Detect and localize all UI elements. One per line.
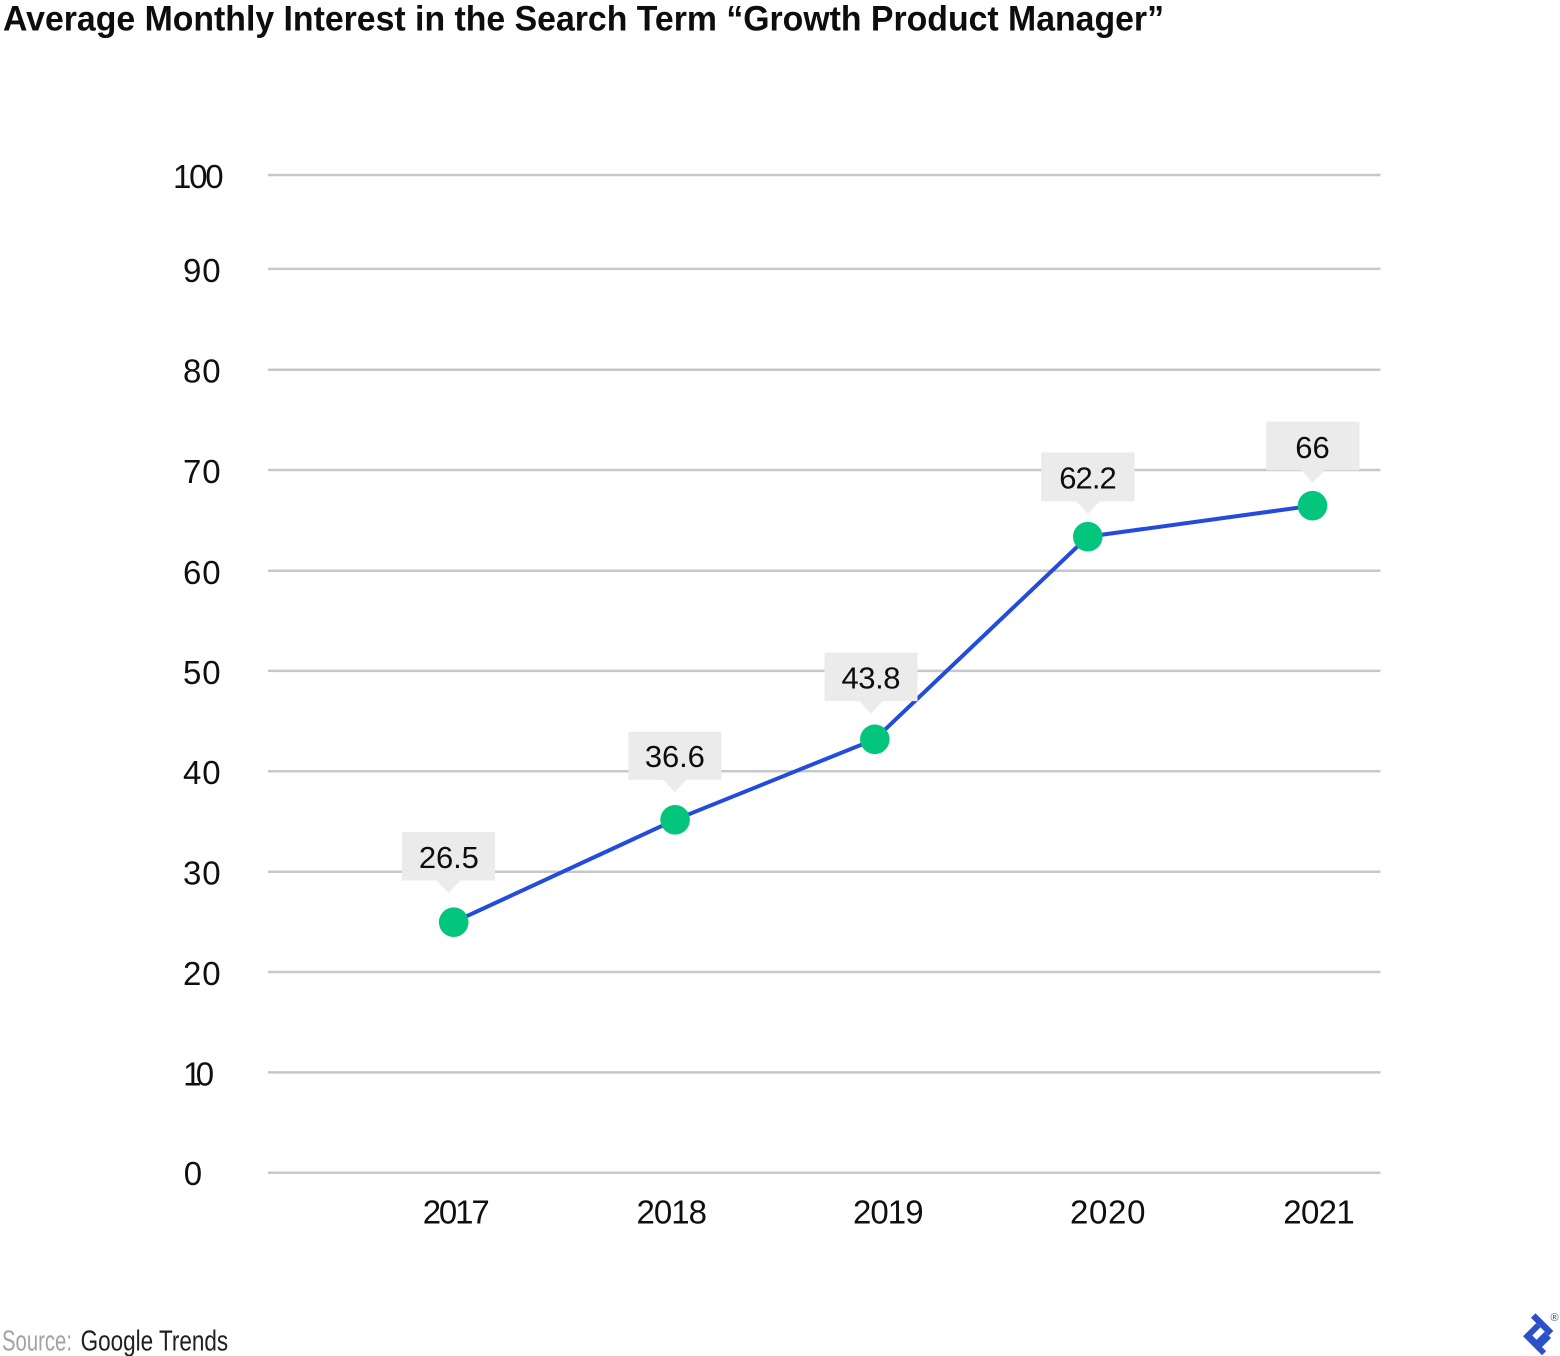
svg-text:2019: 2019 [853, 1194, 924, 1231]
svg-text:62.2: 62.2 [1059, 460, 1117, 495]
svg-text:0: 0 [184, 1155, 202, 1192]
svg-text:50: 50 [183, 654, 221, 691]
svg-text:Source:: Source: [2, 1326, 72, 1356]
svg-text:100: 100 [173, 158, 224, 195]
svg-text:30: 30 [183, 855, 221, 892]
svg-text:90: 90 [183, 252, 221, 289]
svg-text:Google Trends: Google Trends [81, 1326, 229, 1356]
svg-text:40: 40 [183, 754, 221, 791]
svg-text:80: 80 [183, 353, 221, 390]
svg-text:20: 20 [183, 955, 221, 992]
svg-text:66: 66 [1295, 430, 1330, 465]
svg-text:43.8: 43.8 [842, 661, 901, 696]
svg-text:2021: 2021 [1283, 1194, 1355, 1231]
svg-text:Average Monthly Interest in th: Average Monthly Interest in the Search T… [3, 0, 1164, 39]
svg-text:70: 70 [183, 453, 221, 490]
svg-text:36.6: 36.6 [645, 739, 705, 774]
svg-text:2017: 2017 [423, 1194, 490, 1231]
svg-text:10: 10 [183, 1055, 214, 1092]
svg-text:60: 60 [183, 554, 221, 591]
svg-text:26.5: 26.5 [419, 840, 479, 875]
svg-text:2018: 2018 [636, 1194, 707, 1231]
svg-text:®: ® [1551, 1312, 1559, 1324]
svg-text:2020: 2020 [1070, 1194, 1146, 1231]
